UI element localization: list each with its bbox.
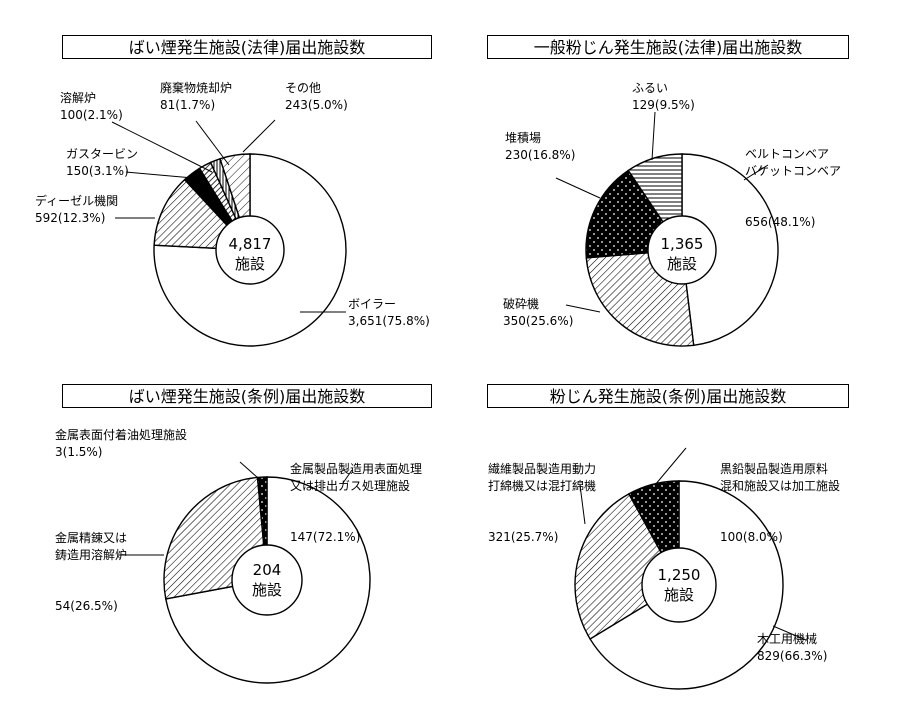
slice-label: 破砕機 350(25.6%) (503, 296, 573, 330)
slice-value: 54(26.5%) (55, 599, 118, 613)
pie-center-label: 1,365 施設 (642, 234, 722, 274)
slice-name: 堆積場 (505, 131, 542, 145)
pie-centers (215, 215, 717, 623)
leader-line (239, 461, 259, 479)
leader-line (111, 121, 213, 173)
slice-label: 堆積場 230(16.8%) (505, 130, 575, 164)
pie-center-label: 204 施設 (227, 560, 307, 600)
slice-value: 350(25.6%) (503, 314, 574, 328)
center-unit: 施設 (663, 586, 694, 604)
center-total: 204 (252, 561, 282, 579)
leader-line (195, 120, 230, 166)
slice-label: 廃棄物焼却炉 81(1.7%) (160, 80, 232, 114)
slice-name: ふるい (632, 81, 669, 95)
slice-name: 木工用機械 (757, 632, 818, 646)
slice-label: ベルトコンベア バケットコンベア 656(48.1%) (745, 112, 841, 248)
center-total: 4,817 (228, 235, 272, 253)
pie-slice (681, 153, 779, 347)
pie-center-label: 1,250 施設 (639, 565, 719, 605)
slice-value: 243(5.0%) (285, 98, 348, 112)
slice-name: その他 (285, 81, 322, 95)
slice-value: 592(12.3%) (35, 211, 106, 225)
slice-label: 木工用機械 829(66.3%) (757, 631, 827, 665)
slice-name: ベルトコンベア バケットコンベア (745, 147, 842, 178)
center-unit: 施設 (251, 581, 282, 599)
slice-name: 金属精錬又は 鋳造用溶解炉 (55, 531, 128, 562)
slice-label: ガスタービン 150(3.1%) (66, 146, 138, 180)
pie-center-hole (231, 544, 303, 616)
leader-line (565, 304, 601, 313)
pie-center-hole (215, 215, 285, 285)
slice-value: 150(3.1%) (66, 164, 129, 178)
slice-label: 溶解炉 100(2.1%) (60, 90, 123, 124)
chart-title: 粉じん発生施設(条例)届出施設数 (487, 384, 849, 408)
slice-value: 81(1.7%) (160, 98, 216, 112)
leader-line (743, 164, 769, 181)
chart-title: ばい煙発生施設(条例)届出施設数 (62, 384, 432, 408)
slice-name: ボイラー (348, 297, 397, 311)
leader-line (651, 111, 656, 161)
pie-center-hole (641, 547, 717, 623)
leader-line (555, 177, 601, 199)
slice-label: ふるい 129(9.5%) (632, 80, 695, 114)
slice-name: ガスタービン (66, 147, 139, 161)
slice-name: 金属製品製造用表面処理 又は排出ガス処理施設 (290, 462, 423, 493)
pie-center-hole (647, 215, 717, 285)
slice-name: 破砕機 (503, 297, 540, 311)
center-total: 1,250 (657, 566, 701, 584)
chart-title: ばい煙発生施設(法律)届出施設数 (62, 35, 432, 59)
leader-line (242, 119, 276, 153)
slice-label: 黒鉛製品製造用原料 混和施設又は加工施設 100(8.0%) (720, 427, 840, 563)
leader-lines (111, 111, 807, 641)
leader-line (125, 171, 194, 179)
leader-line (772, 625, 807, 641)
slice-name: 金属表面付着油処理施設 (55, 428, 188, 442)
pie-slice (574, 492, 680, 640)
leader-line (654, 447, 687, 486)
slice-name: 繊維製品製造用動力 打綿機又は混打綿機 (488, 462, 597, 493)
chart-title: 一般粉じん発生施設(法律)届出施設数 (487, 35, 849, 59)
slice-value: 321(25.7%) (488, 530, 559, 544)
slice-value: 147(72.1%) (290, 530, 361, 544)
slice-value: 3(1.5%) (55, 445, 103, 459)
slice-name: 黒鉛製品製造用原料 混和施設又は加工施設 (720, 462, 841, 493)
slice-name: 廃棄物焼却炉 (160, 81, 233, 95)
slice-label: 金属精錬又は 鋳造用溶解炉 54(26.5%) (55, 496, 127, 632)
slice-value: 129(9.5%) (632, 98, 695, 112)
pie-center-label: 4,817 施設 (210, 234, 290, 274)
center-unit: 施設 (234, 255, 265, 273)
slice-label: その他 243(5.0%) (285, 80, 348, 114)
slice-value: 656(48.1%) (745, 215, 816, 229)
pie-slice (153, 153, 347, 347)
slice-label: ディーゼル機関 592(12.3%) (35, 193, 118, 227)
slice-label: 繊維製品製造用動力 打綿機又は混打綿機 321(25.7%) (488, 427, 596, 563)
slice-value: 100(8.0%) (720, 530, 783, 544)
slice-label: ボイラー 3,651(75.8%) (348, 296, 430, 330)
leader-line (342, 469, 353, 484)
slice-value: 100(2.1%) (60, 108, 123, 122)
slice-name: 溶解炉 (60, 91, 97, 105)
slice-label: 金属表面付着油処理施設 3(1.5%) (55, 427, 187, 461)
leader-line (579, 484, 586, 525)
center-total: 1,365 (660, 235, 704, 253)
slice-label: 金属製品製造用表面処理 又は排出ガス処理施設 147(72.1%) (290, 427, 422, 563)
slice-value: 3,651(75.8%) (348, 314, 430, 328)
slice-value: 230(16.8%) (505, 148, 576, 162)
slice-name: ディーゼル機関 (35, 194, 119, 208)
slice-value: 829(66.3%) (757, 649, 828, 663)
center-unit: 施設 (666, 255, 697, 273)
